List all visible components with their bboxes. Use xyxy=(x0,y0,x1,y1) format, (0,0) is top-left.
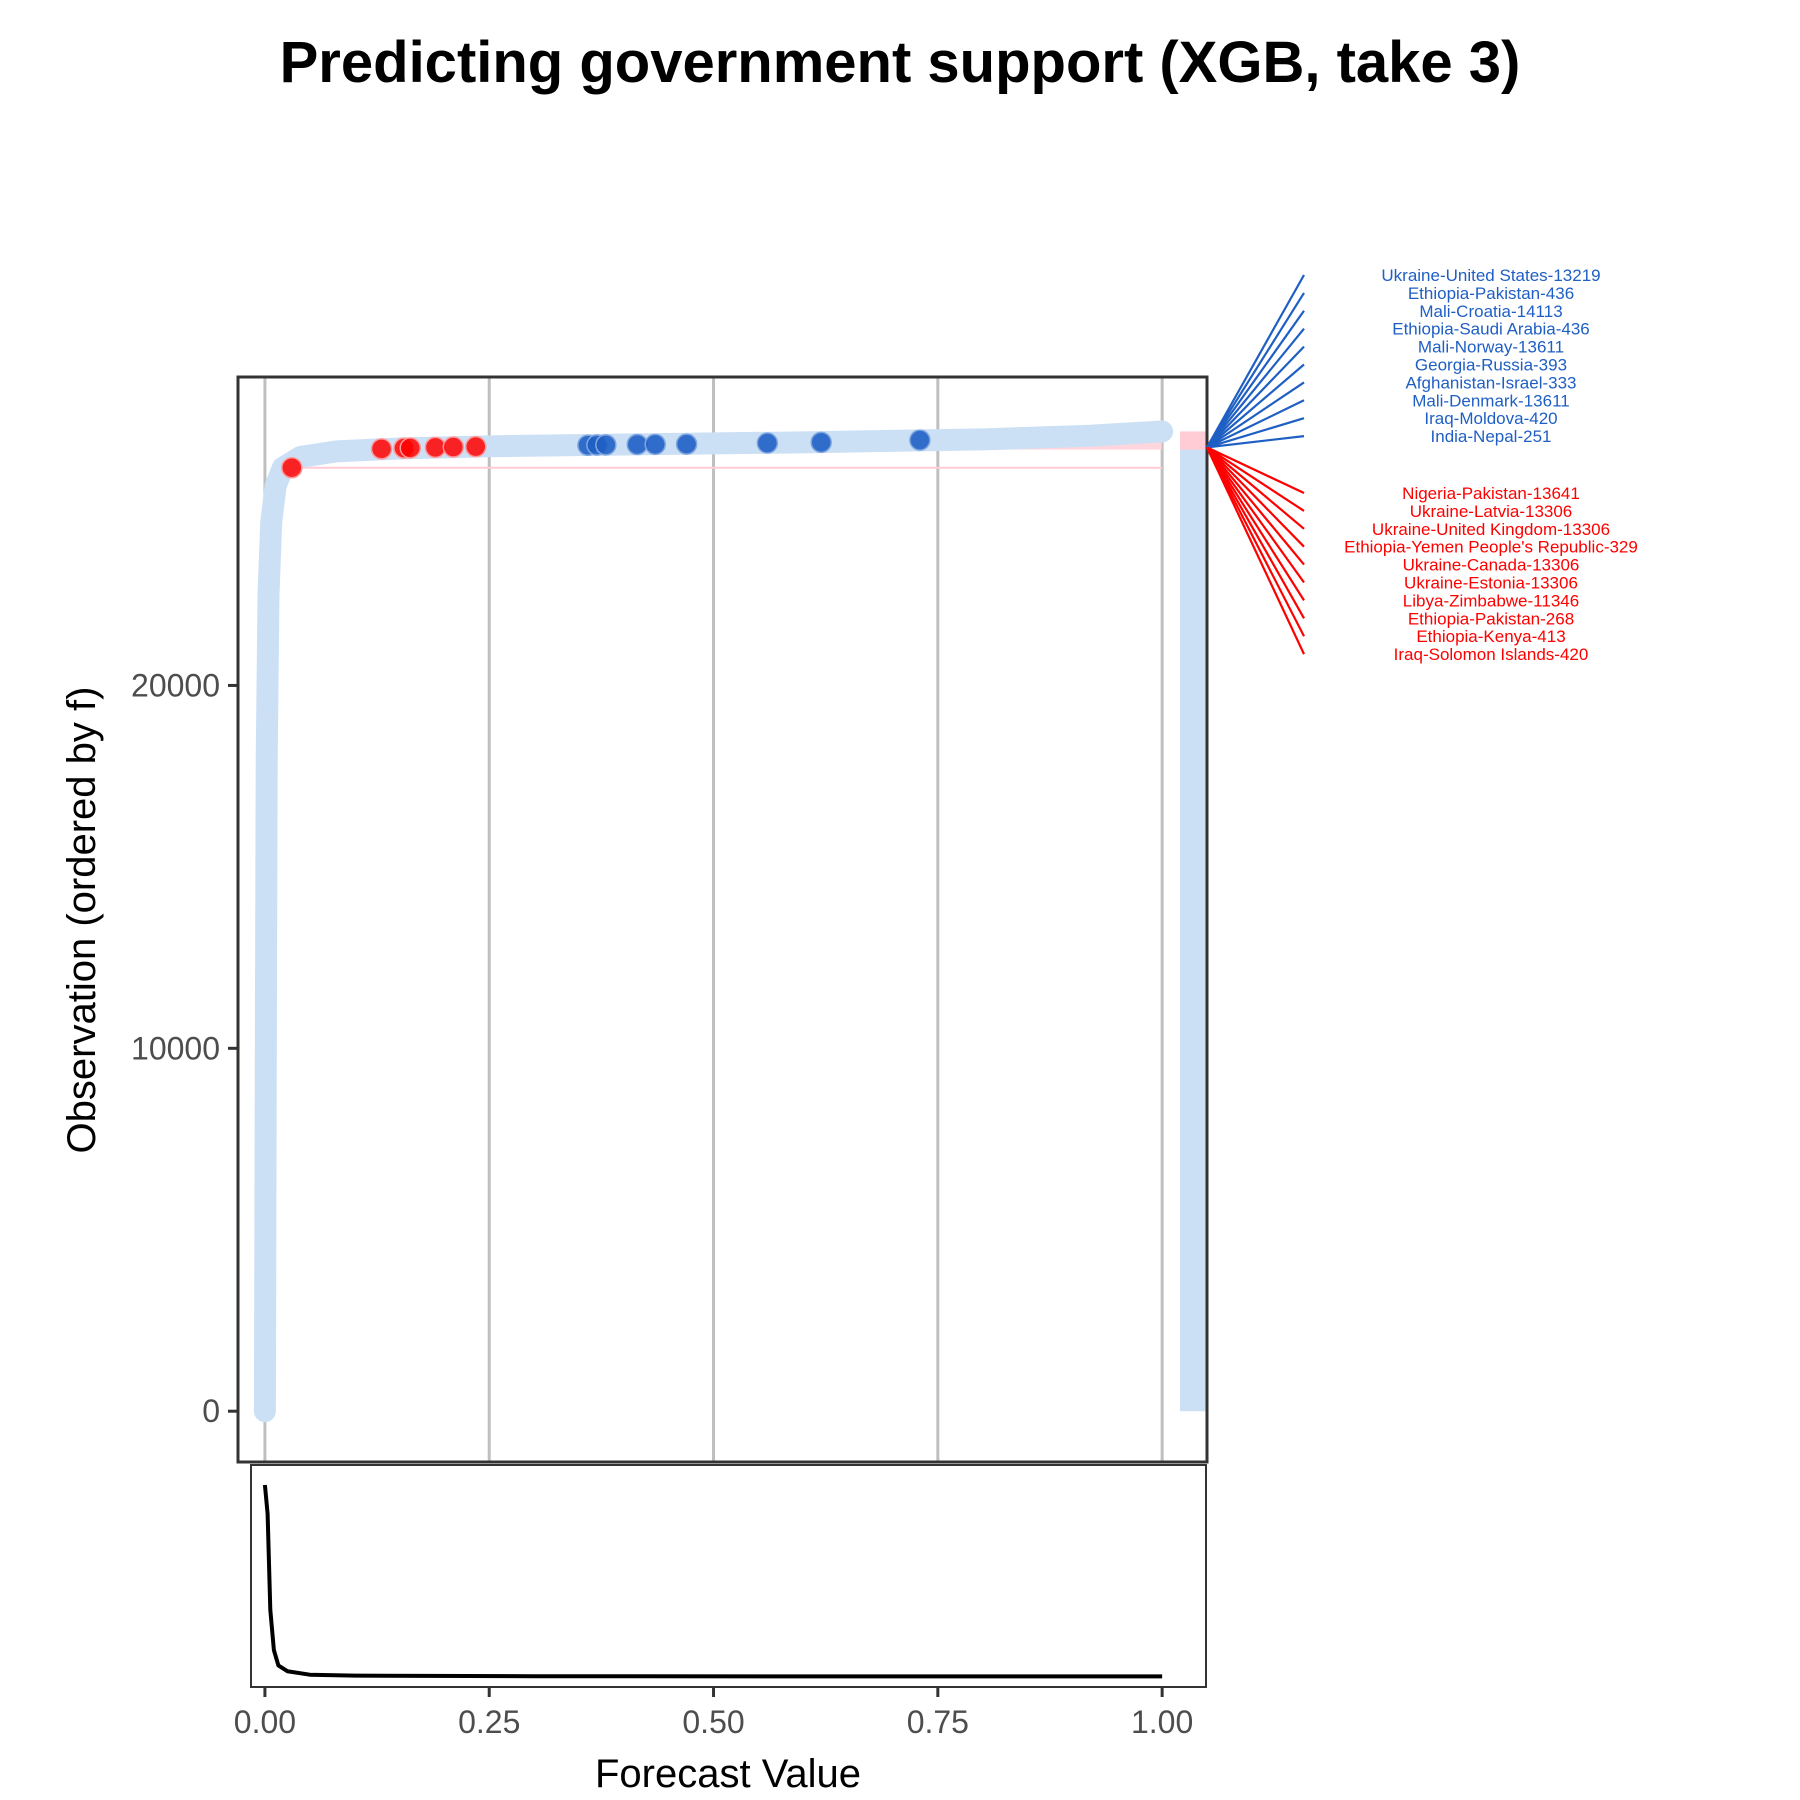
annotation-bottom-label-6: Libya-Zimbabwe-11346 xyxy=(1403,591,1579,610)
annotation-top-label-0: Ukraine-United States-13219 xyxy=(1381,266,1600,285)
chart-title: Predicting government support (XGB, take… xyxy=(280,30,1521,95)
main-panel xyxy=(236,375,1209,1464)
annotation-top-label-1: Ethiopia-Pakistan-436 xyxy=(1408,284,1574,303)
annotation-top-line-8 xyxy=(1206,417,1305,449)
point-false_positive-12 xyxy=(675,433,698,455)
point-false_positive-9 xyxy=(595,434,617,456)
annotation-top-label-6: Afghanistan-Israel-333 xyxy=(1405,373,1576,392)
annotation-bottom-label-9: Iraq-Solomon Islands-420 xyxy=(1394,645,1589,664)
annotation-bottom-label-0: Nigeria-Pakistan-13641 xyxy=(1402,484,1580,503)
annotation-top-line-6 xyxy=(1206,381,1305,449)
density-line xyxy=(262,1484,1163,1679)
main-panel-border xyxy=(236,375,1209,1464)
annotation-bottom-line-4 xyxy=(1206,446,1305,566)
annotation-top-line-3 xyxy=(1206,328,1305,449)
annotations: Ukraine-United States-13219Ethiopia-Paki… xyxy=(1206,266,1638,664)
annotation-bottom-label-3: Ethiopia-Yemen People's Republic-329 xyxy=(1344,538,1638,557)
negatives-bar xyxy=(1180,449,1206,1412)
annotation-top-line-1 xyxy=(1206,292,1305,448)
x-tick-label-0: 0.00 xyxy=(234,1704,296,1740)
point-false_positive-15 xyxy=(909,429,931,451)
point-false_positive-11 xyxy=(644,433,666,456)
annotation-bottom-line-7 xyxy=(1206,446,1305,619)
annotation-bottom-label-5: Ukraine-Estonia-13306 xyxy=(1404,574,1578,593)
annotation-top-label-9: India-Nepal-251 xyxy=(1431,427,1552,446)
annotation-bottom-label-1: Ukraine-Latvia-13306 xyxy=(1410,502,1573,521)
annotation-top-label-8: Iraq-Moldova-420 xyxy=(1424,409,1557,428)
annotation-bottom-line-5 xyxy=(1206,446,1305,584)
x-tick-label-2: 0.50 xyxy=(682,1704,744,1740)
annotation-bottom-line-0 xyxy=(1206,446,1305,494)
annotation-top-label-2: Mali-Croatia-14113 xyxy=(1419,302,1562,321)
y-tick-label-0: 0 xyxy=(202,1393,220,1429)
x-axis: 0.00 0.25 0.50 0.75 1.00 xyxy=(234,1687,1193,1740)
annotation-top-line-4 xyxy=(1206,345,1305,449)
annotation-bottom-line-1 xyxy=(1206,446,1305,512)
annotation-bottom-label-2: Ukraine-United Kingdom-13306 xyxy=(1372,520,1610,539)
point-false_negative-5 xyxy=(370,438,393,460)
annotation-top-line-5 xyxy=(1206,363,1305,449)
data-series xyxy=(253,420,1206,1423)
annotation-bottom-label-4: Ukraine-Canada-13306 xyxy=(1403,556,1580,575)
density-series xyxy=(262,1484,1163,1679)
annotation-top-label-3: Ethiopia-Saudi Arabia-436 xyxy=(1392,320,1590,339)
annotation-bottom-line-6 xyxy=(1206,446,1305,601)
annotation-top-line-7 xyxy=(1206,399,1305,449)
annotation-bottom-label-8: Ethiopia-Kenya-413 xyxy=(1416,627,1565,646)
point-false_positive-13 xyxy=(756,432,779,454)
x-tick-label-1: 0.25 xyxy=(458,1704,520,1740)
y-axis: 0 10000 20000 xyxy=(131,667,238,1429)
y-tick-label-1: 10000 xyxy=(131,1030,220,1066)
point-false_negative-1 xyxy=(399,437,422,459)
annotation-top-label-5: Georgia-Russia-393 xyxy=(1415,356,1567,375)
x-axis-title: Forecast Value xyxy=(595,1752,861,1796)
positives-bar xyxy=(1180,431,1206,450)
density-panel xyxy=(250,1464,1207,1688)
annotation-top-line-9 xyxy=(1206,435,1305,449)
annotation-bottom-line-3 xyxy=(1206,446,1305,548)
point-false_positive-10 xyxy=(626,433,649,456)
annotation-top-line-2 xyxy=(1206,310,1305,449)
annotation-bottom-label-7: Ethiopia-Pakistan-268 xyxy=(1408,609,1574,628)
annotation-top-line-0 xyxy=(1206,274,1305,448)
forecast-curve xyxy=(253,420,1174,1423)
annotation-bottom-line-8 xyxy=(1206,446,1305,637)
x-tick-label-3: 0.75 xyxy=(907,1704,969,1740)
y-axis-title: Observation (ordered by f) xyxy=(60,687,104,1154)
annotation-bottom-line-2 xyxy=(1206,446,1305,530)
y-tick-label-2: 20000 xyxy=(131,667,220,703)
point-false_negative-4 xyxy=(465,435,487,458)
point-false_positive-14 xyxy=(810,431,832,454)
x-tick-label-4: 1.00 xyxy=(1131,1704,1193,1740)
main-panel-background xyxy=(238,377,1207,1462)
point-false_negative-3 xyxy=(442,436,465,458)
annotation-top-label-7: Mali-Denmark-13611 xyxy=(1412,391,1569,410)
point-false_negative-6 xyxy=(281,456,303,479)
highlight-points xyxy=(281,429,931,479)
annotation-top-label-4: Mali-Norway-13611 xyxy=(1418,338,1564,357)
point-false_negative-2 xyxy=(424,436,447,459)
annotation-bottom-line-9 xyxy=(1206,446,1305,655)
density-panel-border xyxy=(250,1464,1207,1688)
